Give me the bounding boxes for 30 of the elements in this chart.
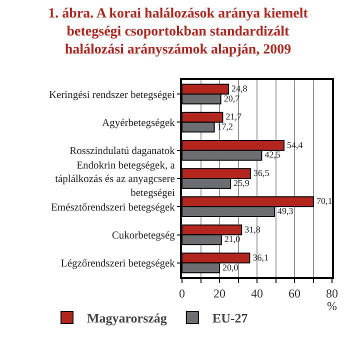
y-tick-label: Keringési rendszer betegségei bbox=[48, 90, 175, 101]
x-tick-label: 80 bbox=[326, 286, 338, 300]
data-label: 70,1 bbox=[316, 196, 332, 206]
y-tick-label: Endokrin betegségek, a táplálkozás és az anyagcsere betegségei bbox=[55, 160, 176, 199]
y-tick-label: Agyérbetegségek bbox=[102, 118, 176, 129]
data-label: 17,2 bbox=[217, 122, 234, 132]
data-label: 49,3 bbox=[277, 206, 294, 216]
chart-title: 1. ábra. A korai halálozások aránya kiemelt betegségi csoportokban standardizált halálozási arányszámok alapján, 2009 bbox=[48, 6, 308, 58]
data-label: 36,5 bbox=[253, 168, 270, 178]
data-label: 24,8 bbox=[232, 84, 248, 94]
x-tick-label: 60 bbox=[288, 286, 300, 300]
legend-label: EU-27 bbox=[212, 310, 248, 326]
y-tick-label: Cukorbetegség bbox=[112, 230, 176, 242]
data-label: 20,0 bbox=[222, 262, 239, 272]
x-axis-title: % bbox=[327, 299, 337, 313]
x-tick-label: 0 bbox=[179, 286, 185, 300]
data-label: 36,1 bbox=[252, 252, 268, 262]
data-label: 25,9 bbox=[234, 178, 250, 188]
data-label: 54,4 bbox=[287, 140, 304, 150]
data-label: 21,0 bbox=[224, 234, 241, 244]
y-tick-label: Légzőrendszeri betegségek bbox=[60, 258, 176, 270]
x-tick-label: 40 bbox=[251, 286, 263, 300]
data-label: 20,7 bbox=[224, 93, 240, 104]
y-tick-label: Rosszindulatú daganatok bbox=[70, 146, 176, 158]
data-label: 31,8 bbox=[244, 224, 261, 234]
x-tick-label: 20 bbox=[214, 286, 226, 300]
data-label: 21,7 bbox=[226, 112, 242, 122]
y-tick-label: Emésztőrendszeri betegségek bbox=[50, 202, 176, 214]
data-label: 42,5 bbox=[264, 150, 281, 160]
legend-label: Magyarország bbox=[87, 310, 168, 326]
